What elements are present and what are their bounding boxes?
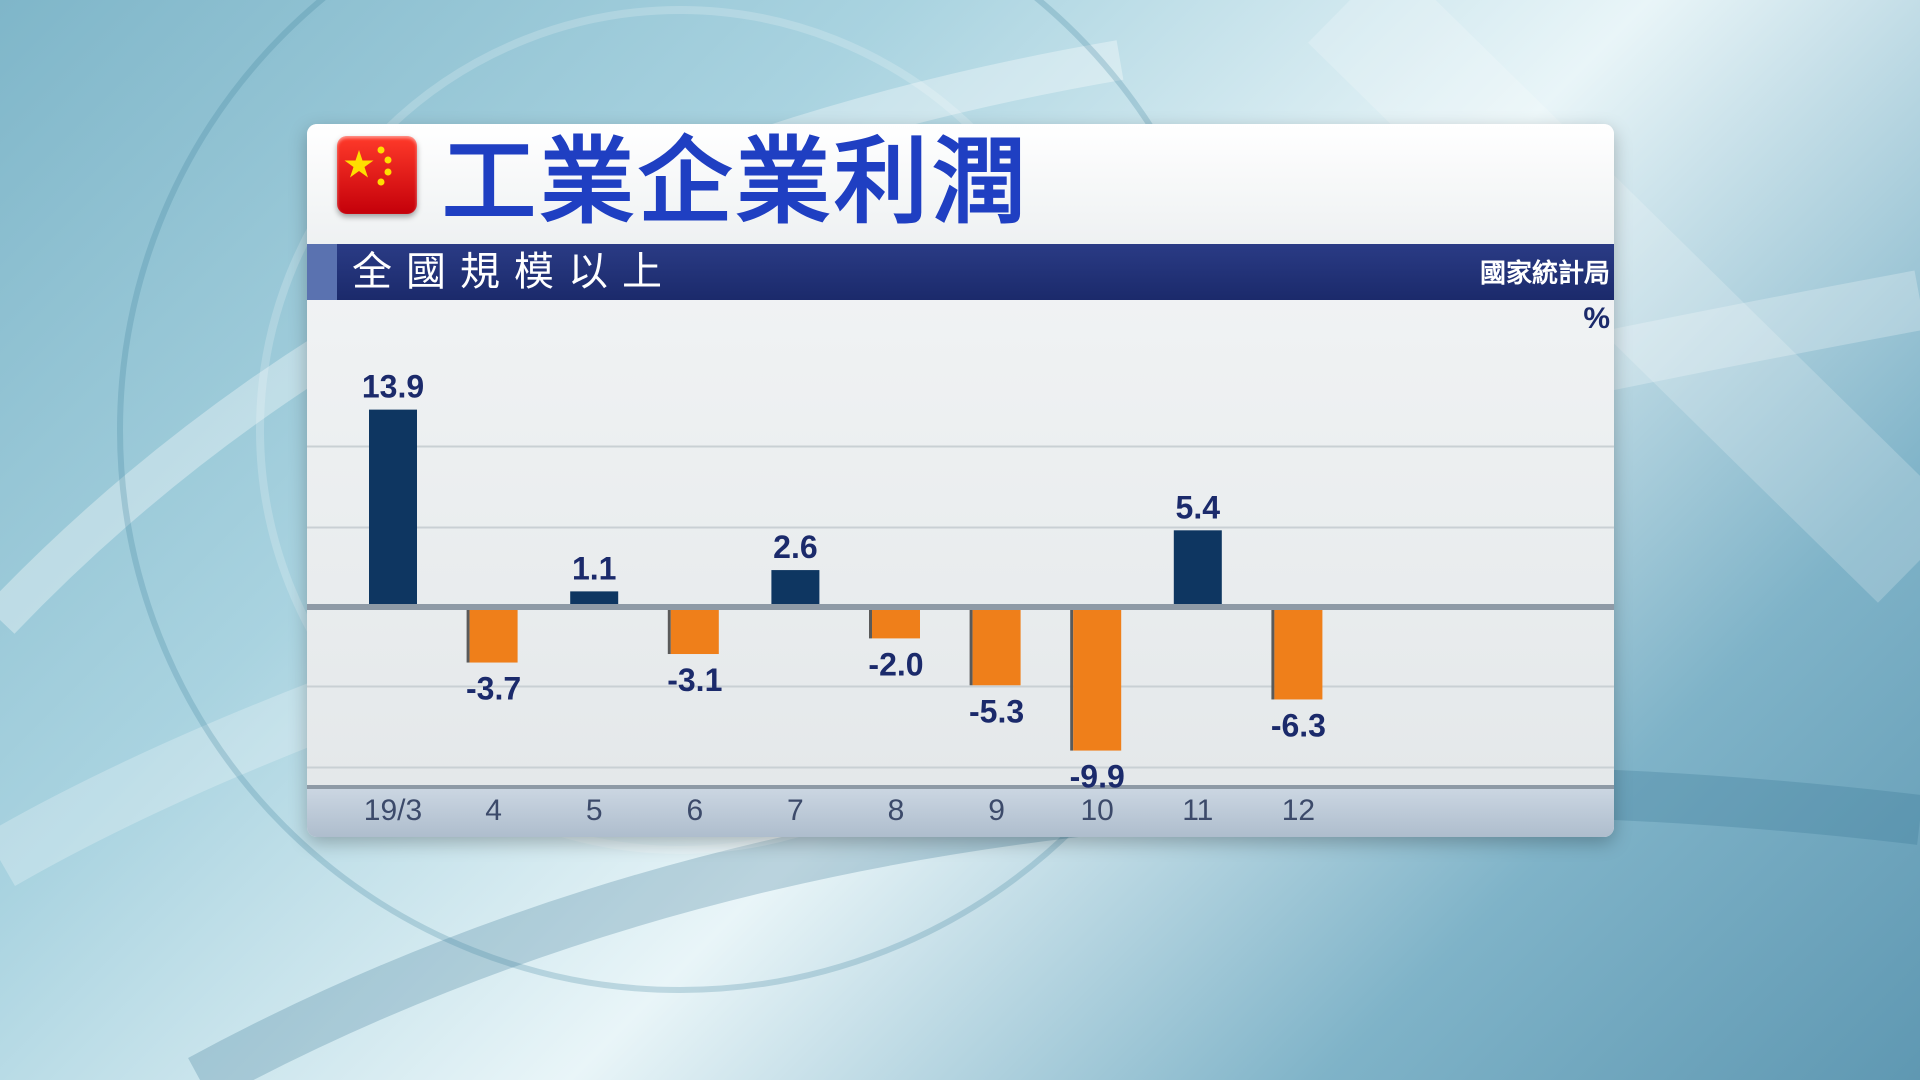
bar-8 <box>872 610 920 639</box>
x-tick-label: 19/3 <box>364 794 422 827</box>
bar-4 <box>469 610 518 663</box>
chart-subtitle: 全國規模以上 <box>352 249 676 295</box>
data-label: -6.3 <box>1271 707 1326 743</box>
data-label: -9.9 <box>1070 759 1125 795</box>
subtitle-bar: 全國規模以上 國家統計局 <box>307 244 1614 300</box>
data-label: -2.0 <box>868 646 923 682</box>
bar-11 <box>1173 530 1222 604</box>
x-tick-label: 8 <box>888 794 905 827</box>
title-area: 工業企業利潤 <box>307 124 1614 244</box>
bar-6 <box>670 610 719 655</box>
chart-panel: 工業企業利潤 全國規模以上 國家統計局 % 13.9 19/3 -3.7 4 1.1 5 -… <box>307 124 1614 837</box>
data-label: 5.4 <box>1176 489 1221 525</box>
x-tick-label: 4 <box>485 794 502 827</box>
x-tick-label: 9 <box>988 794 1005 827</box>
bar-19-3 <box>369 409 417 604</box>
data-label: -5.3 <box>969 693 1024 729</box>
bar-shadow <box>869 610 872 639</box>
x-tick-label: 5 <box>586 794 603 827</box>
data-label: 2.6 <box>773 529 817 565</box>
bar-12 <box>1274 610 1323 700</box>
china-flag-icon <box>337 136 417 214</box>
bar-shadow <box>667 610 671 655</box>
data-label: 13.9 <box>362 369 424 405</box>
bar-chart: 13.9 19/3 -3.7 4 1.1 5 -3.1 6 2.6 7 -2.0 8 -5.3 9 -9.9… <box>307 369 1614 827</box>
bar-shadow <box>466 610 470 663</box>
bar-5 <box>570 591 619 604</box>
subtitle-accent <box>307 244 337 300</box>
x-tick-label: 7 <box>787 794 804 827</box>
data-label: -3.7 <box>466 671 521 707</box>
bar-9 <box>972 610 1021 686</box>
x-tick-label: 12 <box>1282 794 1315 827</box>
x-axis-band <box>307 789 1614 837</box>
x-tick-label: 6 <box>686 794 703 827</box>
chart-title: 工業企業利潤 <box>442 128 1031 237</box>
source-label: 國家統計局 <box>1479 259 1610 289</box>
bar-shadow <box>969 610 973 686</box>
data-label: -3.1 <box>667 662 722 698</box>
bar-7 <box>771 570 820 604</box>
bar-shadow <box>1070 610 1074 751</box>
x-tick-label: 11 <box>1182 794 1213 827</box>
x-tick-label: 10 <box>1081 794 1114 827</box>
unit-label: % <box>1583 302 1610 335</box>
bar-10 <box>1073 610 1122 751</box>
data-label: 1.1 <box>572 550 616 586</box>
bar-shadow <box>1271 610 1275 700</box>
